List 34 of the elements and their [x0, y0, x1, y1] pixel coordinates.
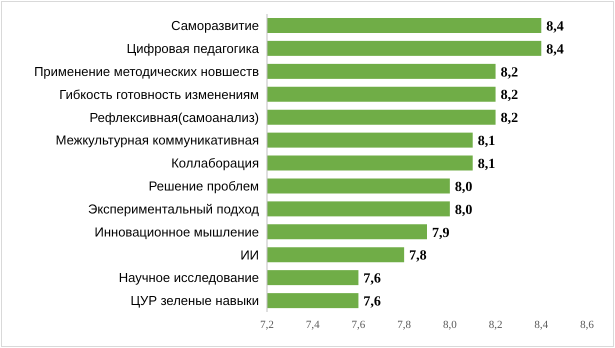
data-label: 8,4 [546, 42, 564, 58]
y-tick-label: Решение проблем [148, 178, 260, 194]
data-label: 8,0 [454, 180, 472, 195]
y-tick-label: Гибкость готовность изменениям [59, 86, 260, 102]
x-tick-label: 7,2 [260, 318, 274, 331]
data-label: 8,2 [500, 65, 518, 80]
y-tick-label: Коллаборация [171, 156, 259, 171]
y-tick-label: ИИ [240, 247, 259, 262]
x-tick-label: 8,2 [488, 318, 502, 331]
x-tick-label: 8,4 [534, 318, 549, 331]
y-tick-label: ЦУР зеленые навыки [130, 293, 259, 308]
data-label: 7,6 [363, 272, 381, 287]
data-label: 8,1 [478, 134, 496, 150]
data-label: 8,1 [478, 157, 496, 172]
data-label: 8,2 [500, 111, 518, 126]
y-tick-label: Рефлексивная(самоанализ) [89, 110, 259, 125]
x-tick-label: 8,0 [442, 318, 458, 331]
data-label: 7,9 [432, 226, 450, 241]
data-label: 8,2 [500, 88, 518, 104]
data-label: 7,6 [363, 294, 381, 310]
data-label: 8,4 [546, 19, 564, 34]
y-tick-label: Применение методических новшеств [34, 64, 260, 79]
data-label: 8,0 [454, 202, 472, 218]
x-tick-label: 8,6 [580, 318, 594, 331]
y-tick-label: Саморазвитие [171, 18, 259, 34]
x-tick-label: 7,6 [352, 318, 366, 331]
x-tick-label: 7,4 [306, 318, 320, 331]
y-tick-label: Научное исследование [118, 270, 259, 286]
y-tick-label: Инновационное мышление [94, 224, 259, 240]
data-label: 7,8 [409, 248, 427, 264]
x-tick-label: 7,8 [397, 318, 412, 331]
y-tick-label: Цифровая педагогика [126, 41, 260, 56]
y-tick-label: Межкультурная коммуникативная [56, 132, 259, 148]
y-tick-label: Экспериментальный подход [88, 201, 260, 216]
